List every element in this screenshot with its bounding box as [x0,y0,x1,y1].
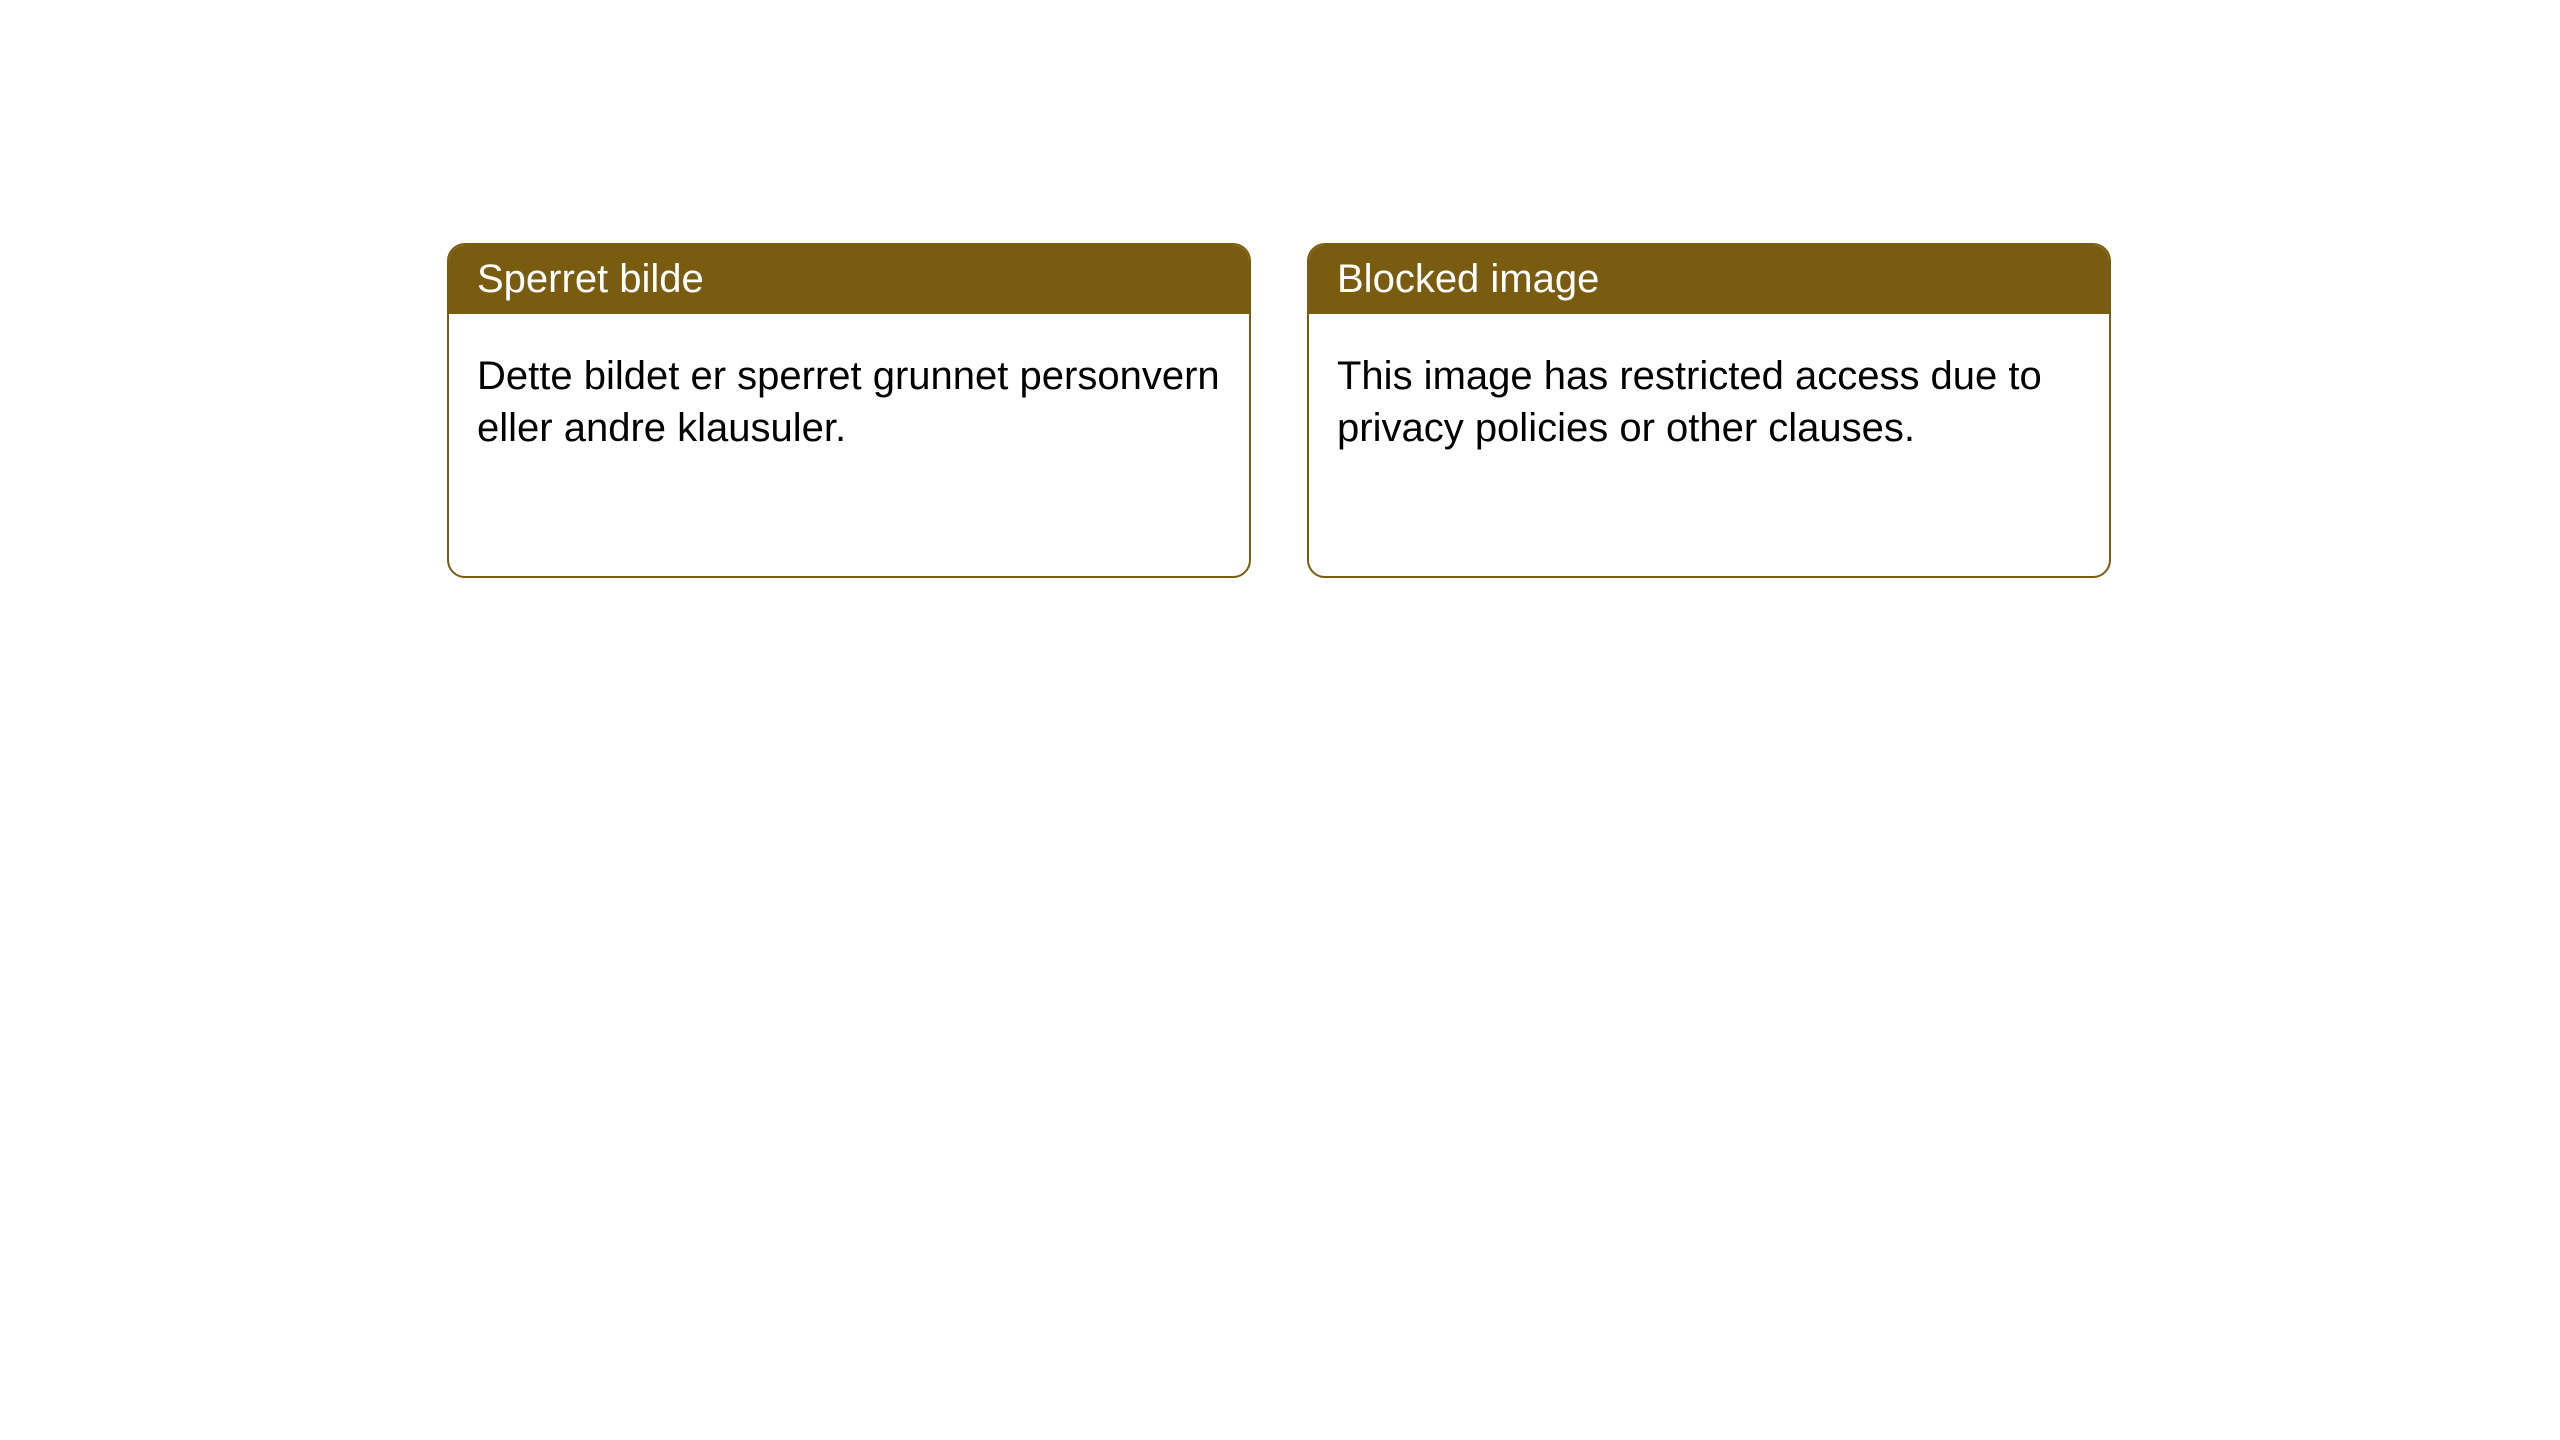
notice-card-english: Blocked image This image has restricted … [1307,243,2111,578]
notice-title-norwegian: Sperret bilde [449,245,1249,314]
notice-card-norwegian: Sperret bilde Dette bildet er sperret gr… [447,243,1251,578]
notice-cards-row: Sperret bilde Dette bildet er sperret gr… [447,243,2111,578]
notice-title-english: Blocked image [1309,245,2109,314]
notice-body-english: This image has restricted access due to … [1309,314,2109,490]
notice-body-norwegian: Dette bildet er sperret grunnet personve… [449,314,1249,490]
